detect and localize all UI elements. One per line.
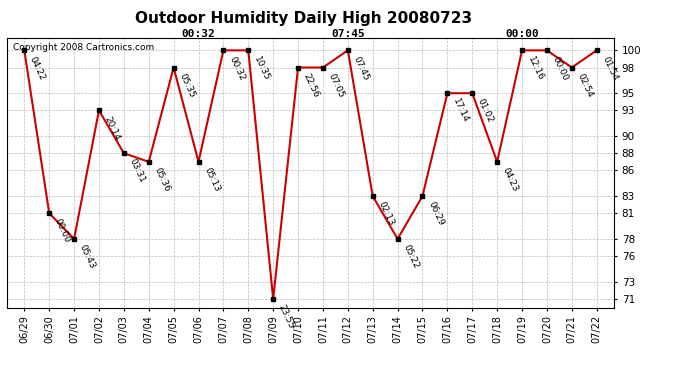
Text: 17:14: 17:14 bbox=[451, 98, 470, 124]
Text: 10:35: 10:35 bbox=[252, 55, 271, 82]
Text: 04:23: 04:23 bbox=[501, 166, 520, 193]
Text: Outdoor Humidity Daily High 20080723: Outdoor Humidity Daily High 20080723 bbox=[135, 11, 472, 26]
Text: 05:22: 05:22 bbox=[402, 243, 420, 270]
Text: Copyright 2008 Cartronics.com: Copyright 2008 Cartronics.com bbox=[13, 43, 155, 52]
Text: 01:54: 01:54 bbox=[600, 55, 620, 82]
Text: 12:16: 12:16 bbox=[526, 55, 545, 82]
Text: 05:35: 05:35 bbox=[177, 72, 197, 99]
Text: 23:55: 23:55 bbox=[277, 303, 296, 330]
Text: 05:43: 05:43 bbox=[78, 243, 97, 270]
Text: 01:02: 01:02 bbox=[476, 98, 495, 124]
Text: 05:13: 05:13 bbox=[202, 166, 221, 194]
Text: 03:31: 03:31 bbox=[128, 158, 147, 185]
Text: 05:36: 05:36 bbox=[152, 166, 172, 194]
Text: 07:45: 07:45 bbox=[352, 55, 371, 82]
Text: 02:13: 02:13 bbox=[377, 200, 395, 228]
Text: 00:00: 00:00 bbox=[505, 29, 539, 39]
Text: 04:22: 04:22 bbox=[28, 55, 47, 81]
Text: 22:56: 22:56 bbox=[302, 72, 321, 99]
Text: 00:00: 00:00 bbox=[53, 217, 72, 245]
Text: 00:32: 00:32 bbox=[227, 55, 246, 82]
Text: 00:00: 00:00 bbox=[551, 55, 570, 82]
Text: 06:29: 06:29 bbox=[426, 200, 445, 228]
Text: 00:32: 00:32 bbox=[181, 29, 215, 39]
Text: 07:45: 07:45 bbox=[331, 29, 365, 39]
Text: 20:14: 20:14 bbox=[103, 115, 121, 142]
Text: 02:54: 02:54 bbox=[575, 72, 595, 99]
Text: 07:05: 07:05 bbox=[326, 72, 346, 99]
